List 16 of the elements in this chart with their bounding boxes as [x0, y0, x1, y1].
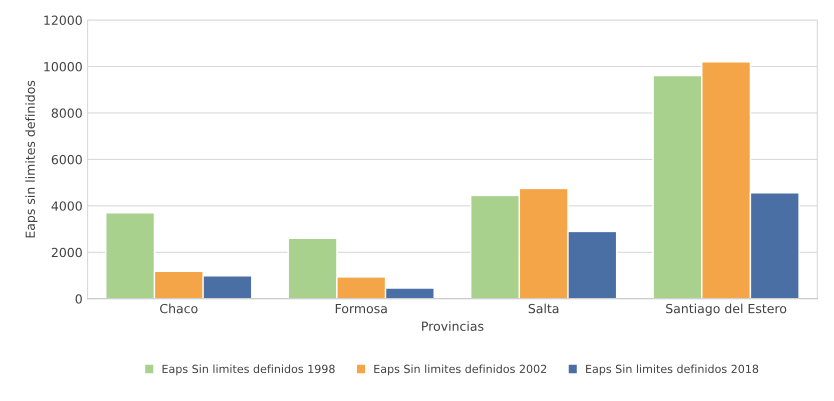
x-tick-label: Salta	[528, 304, 558, 314]
x-tick-label: Santiago del Estero	[666, 304, 786, 316]
legend-label: Eaps Sin limites definidos 2018	[586, 364, 758, 376]
y-tick-label: 12000	[44, 16, 82, 25]
legend-label: Eaps Sin limites definidos 2002	[374, 364, 546, 376]
y-tick-label: 10000	[44, 62, 82, 72]
y-tick-label: 8000	[52, 108, 82, 118]
y-tick-label: 0	[76, 294, 82, 304]
y-tick-label: 4000	[52, 201, 82, 211]
y-axis-title: Eaps sin limites definidos	[25, 80, 38, 238]
y-tick-label: 2000	[52, 248, 82, 258]
x-axis-title: Provincias	[422, 321, 484, 331]
legend-label: Eaps Sin limites definidos 1998	[162, 364, 335, 376]
y-tick-label: 6000	[52, 154, 82, 164]
x-tick-label: Chaco	[160, 304, 198, 314]
x-tick-label: Formosa	[336, 304, 387, 314]
